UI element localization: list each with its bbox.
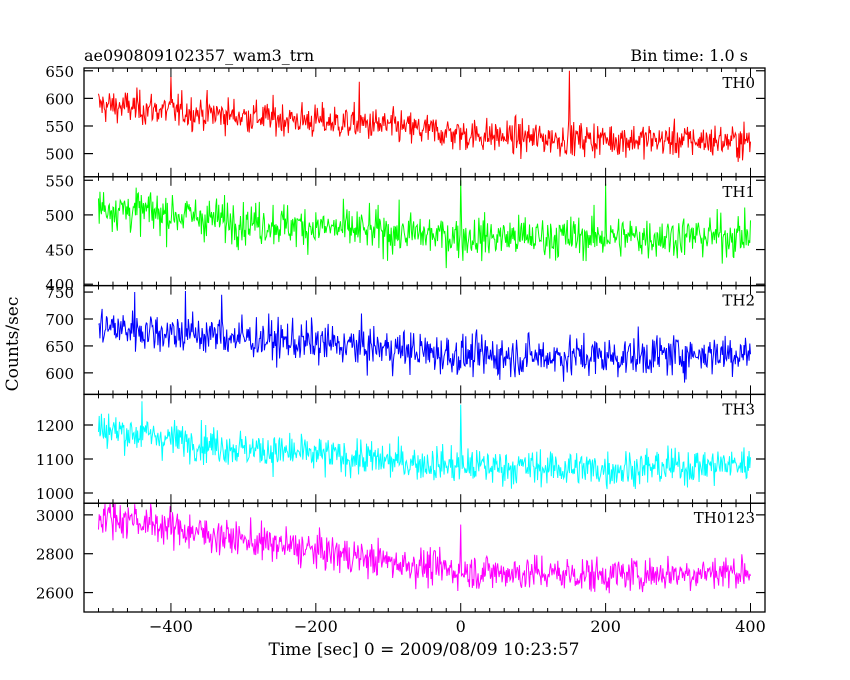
series-th2 <box>98 290 752 383</box>
y-tick-label: 2800 <box>36 546 74 564</box>
x-tick-label: 0 <box>456 617 466 636</box>
panel-label: TH1 <box>722 183 755 201</box>
y-tick-label: 750 <box>45 284 74 302</box>
y-tick-label: 1000 <box>36 485 74 503</box>
x-tick-label: 200 <box>590 617 621 636</box>
y-tick-label: 600 <box>45 90 74 108</box>
y-tick-label: 450 <box>45 242 74 260</box>
y-tick-label: 3000 <box>36 507 74 525</box>
y-tick-label: 500 <box>45 207 74 225</box>
panel-frame <box>83 284 766 396</box>
y-tick-label: 550 <box>45 172 74 190</box>
y-tick-label: 550 <box>45 118 74 136</box>
x-tick-label: −400 <box>149 617 193 636</box>
y-tick-label: 2600 <box>36 585 74 603</box>
bin-time-label: Bin time: 1.0 s <box>630 46 748 65</box>
x-axis-label: Time [sec] 0 = 2009/08/09 10:23:57 <box>269 640 580 660</box>
y-tick-label: 1200 <box>36 417 74 435</box>
series-th0123 <box>97 503 751 594</box>
panel-frame <box>83 393 766 504</box>
y-tick-label: 700 <box>45 311 74 329</box>
panel-label: TH0 <box>722 74 755 92</box>
panel-th0: 500 550 600 650 TH0 <box>45 63 766 178</box>
panel-th2: 600 650 700 750 TH2 <box>45 284 766 396</box>
y-tick-label: 500 <box>45 146 74 164</box>
y-tick-label: 650 <box>45 338 74 356</box>
panels: 500 550 600 650 TH0 400 450 500 550 TH1 600 650 700 7… <box>36 63 766 613</box>
panel-frame <box>83 502 766 613</box>
panel-label: TH0123 <box>694 509 755 527</box>
panel-th3: 1000 1100 1200 TH3 <box>36 393 766 504</box>
x-axis: −400 −200 0 200 400 <box>149 617 766 636</box>
series-th1 <box>97 180 752 269</box>
x-tick-label: −200 <box>294 617 338 636</box>
y-tick-label: 1100 <box>36 451 74 469</box>
panel-th0123: 2600 2800 3000 TH0123 <box>36 502 766 613</box>
y-axis-label: Counts/sec <box>3 297 23 392</box>
panel-th1: 400 450 500 550 TH1 <box>45 172 766 294</box>
x-tick-label: 400 <box>735 617 766 636</box>
chart-title: ae090809102357_wam3_trn <box>84 46 314 65</box>
panel-label: TH2 <box>722 292 755 310</box>
y-tick-label: 400 <box>45 276 74 294</box>
series-th3 <box>97 401 752 490</box>
y-tick-label: 650 <box>45 63 74 81</box>
y-tick-label: 600 <box>45 365 74 383</box>
series-th0 <box>98 70 752 162</box>
panel-label: TH3 <box>722 400 755 418</box>
